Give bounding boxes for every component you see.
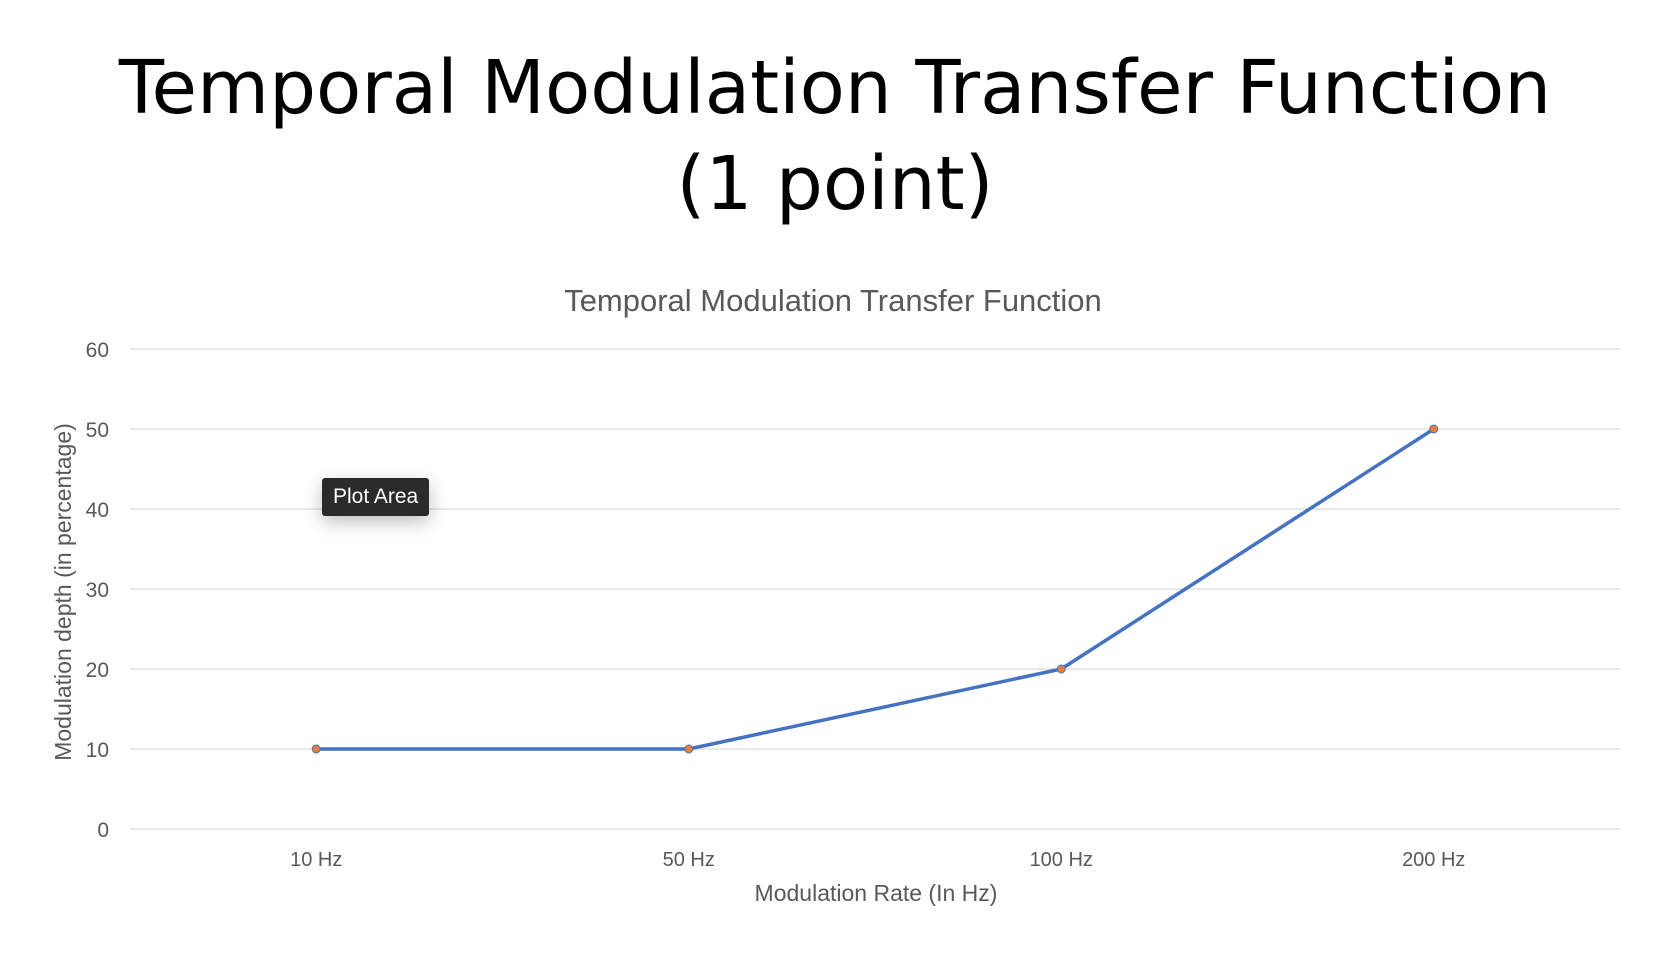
x-tick-label: 10 Hz: [290, 849, 342, 871]
data-point[interactable]: [684, 744, 694, 754]
y-tick-label: 20: [86, 659, 109, 682]
y-axis-label: Modulation depth (in percentage): [50, 423, 76, 761]
y-tick-label: 60: [86, 339, 109, 362]
gridlines: [130, 348, 1620, 830]
data-point[interactable]: [1056, 664, 1066, 674]
slide-title-line-1: Temporal Modulation Transfer Function: [118, 45, 1552, 131]
x-axis-label: Modulation Rate (In Hz): [755, 880, 998, 906]
y-tick-label: 10: [86, 739, 109, 762]
x-tick-label: 100 Hz: [1030, 849, 1093, 871]
y-tick-label: 0: [97, 819, 109, 842]
slide-title-line-2: (1 point): [676, 141, 994, 227]
data-point[interactable]: [1429, 424, 1439, 434]
x-tick-label: 50 Hz: [663, 849, 715, 871]
slide-title: Temporal Modulation Transfer Function (1…: [0, 40, 1670, 232]
y-axis-tick-labels: 0 10 20 30 40 50 60: [86, 339, 109, 842]
plot-area-tooltip: Plot Area: [322, 478, 430, 516]
y-tick-label: 30: [86, 579, 109, 602]
series-modulation-depth[interactable]: [311, 424, 1439, 754]
x-axis-tick-labels: 10 Hz 50 Hz 100 Hz 200 Hz: [290, 849, 1465, 871]
series-line[interactable]: [316, 427, 1435, 751]
chart-title: Temporal Modulation Transfer Function: [564, 283, 1102, 318]
y-tick-label: 50: [86, 419, 109, 442]
data-point[interactable]: [311, 744, 321, 754]
x-tick-label: 200 Hz: [1402, 849, 1465, 871]
y-tick-label: 40: [86, 499, 109, 522]
